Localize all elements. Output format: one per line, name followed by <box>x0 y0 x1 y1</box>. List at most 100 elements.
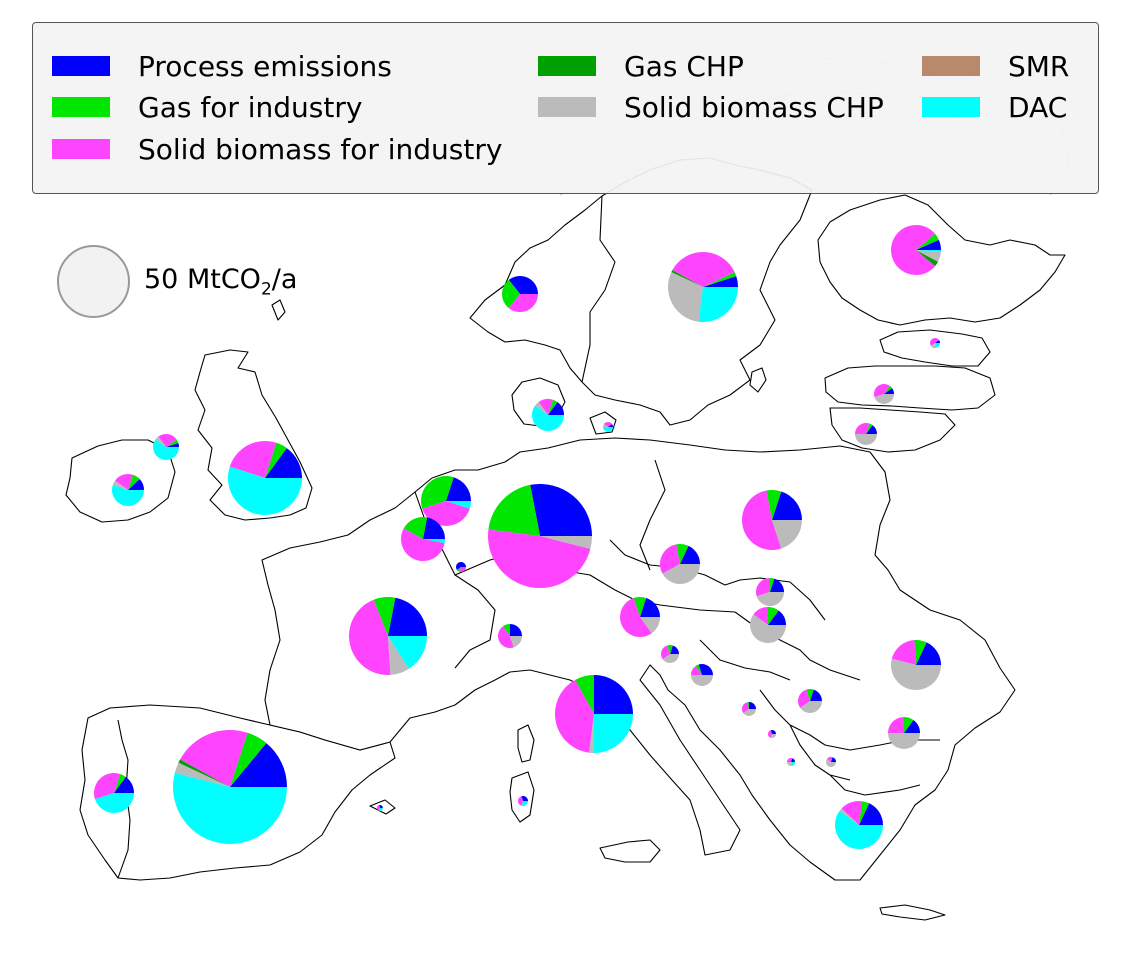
pie-estonia <box>929 337 940 349</box>
legend-swatch <box>52 139 110 159</box>
pie-slice-gas-for-industry <box>373 596 396 636</box>
pie-slice-dac <box>446 501 471 509</box>
legend-label: Process emissions <box>138 49 392 83</box>
pie-slice-process-emissions <box>548 402 564 415</box>
pie-slice-solid-biomass-for-industry <box>661 645 670 660</box>
size-reference: 50 MtCO2/a <box>57 245 297 318</box>
pie-slice-process-emissions <box>114 776 134 793</box>
pie-slice-process-emissions <box>770 578 784 592</box>
pie-croatia <box>691 664 713 686</box>
pie-slice-solid-biomass-for-industry <box>841 801 863 825</box>
pie-slice-solid-biomass-chp <box>112 480 128 490</box>
pie-montenegro <box>768 730 776 738</box>
pie-lithuania <box>855 423 877 445</box>
pie-slice-solid-biomass-for-industry <box>459 567 466 572</box>
pie-slice-gas-for-industry <box>768 607 779 625</box>
pie-slice-dac <box>521 801 528 807</box>
pie-slice-solid-biomass-for-industry <box>798 689 810 709</box>
pie-slice-solid-biomass-for-industry <box>498 626 514 648</box>
pie-slice-process-emissions <box>768 610 786 625</box>
pie-slice-solid-biomass-chp <box>510 636 522 648</box>
pie-slice-gas-for-industry <box>770 578 775 592</box>
pie-slice-solid-biomass-chp <box>756 592 784 607</box>
legend-swatch <box>52 56 110 76</box>
pie-slice-gas-for-industry <box>904 717 914 733</box>
pie-slice-gas-for-industry <box>230 732 267 787</box>
pie-slice-gas-for-industry <box>128 474 140 490</box>
pie-slice-process-emissions <box>698 664 713 675</box>
pie-ireland <box>111 474 144 506</box>
pie-slice-solid-biomass-chp <box>916 250 941 262</box>
pie-slice-gas-for-industry <box>667 645 673 654</box>
pie-slice-process-emissions <box>379 805 383 808</box>
pie-slice-process-emissions <box>594 675 633 714</box>
pie-norway <box>502 276 538 312</box>
pie-slice-dac <box>388 636 427 669</box>
pie-slice-dac <box>594 714 633 753</box>
pie-slice-solid-biomass-chp <box>540 536 592 549</box>
pie-slice-solid-biomass-for-industry <box>826 756 833 762</box>
pie-slice-dac <box>916 250 941 252</box>
legend-swatch <box>52 97 110 117</box>
pie-slice-process-emissions <box>265 448 302 478</box>
pie-slice-solid-biomass-for-industry <box>660 544 680 574</box>
pie-slice-process-emissions <box>230 743 287 787</box>
pie-slice-gas-for-industry <box>502 624 510 636</box>
pie-serbia <box>798 689 822 713</box>
legend-swatch <box>922 56 980 76</box>
pie-slice-process-emissions <box>904 720 920 733</box>
pie-slice-process-emissions <box>446 477 471 501</box>
pie-slice-gas-for-industry <box>746 702 749 709</box>
size-reference-label: 50 MtCO2/a <box>144 263 298 300</box>
corsica <box>517 724 535 763</box>
pie-slice-solid-biomass-chp <box>770 734 776 738</box>
pie-slice-gas-for-industry <box>676 544 689 564</box>
pie-slice-dac <box>111 485 144 506</box>
pie-slice-dac <box>835 810 883 849</box>
emission-pies <box>93 225 941 849</box>
legend-item-dac: DAC <box>922 90 1067 124</box>
pie-slice-solid-biomass-chp <box>888 733 920 749</box>
pie-slice-process-emissions <box>884 388 894 394</box>
pie-slice-solid-biomass-for-industry <box>787 758 793 762</box>
pie-slice-solid-biomass-for-industry <box>229 441 277 478</box>
pie-sweden <box>667 252 738 322</box>
pie-ireland-north <box>153 434 179 461</box>
pie-slice-gas-for-industry <box>548 399 558 415</box>
legend-label: DAC <box>1008 90 1068 124</box>
pie-slice-solid-biomass-for-industry <box>672 252 735 287</box>
pie-slice-solid-biomass-for-industry <box>891 225 936 275</box>
pie-slice-process-emissions <box>608 424 613 427</box>
pie-greece <box>835 801 883 849</box>
pie-portugal <box>93 772 134 814</box>
pie-denmark-east <box>603 421 613 432</box>
pie-slice-gas-for-industry <box>703 272 737 287</box>
pie-slice-dac <box>153 439 179 461</box>
pie-slice-solid-biomass-for-industry <box>555 679 594 753</box>
legend-label: SMR <box>1008 49 1070 83</box>
pie-austria <box>619 597 660 637</box>
pie-hungary <box>750 607 786 643</box>
pie-slice-process-emissions <box>703 276 738 287</box>
pie-latvia <box>874 384 894 405</box>
legend-item-gas-for-industry: Gas for industry <box>52 90 362 124</box>
finland <box>817 194 1066 326</box>
pie-slice-solid-biomass-for-industry <box>742 702 749 714</box>
country-borders <box>65 157 1066 921</box>
pie-slice-gas-for-industry <box>633 597 647 617</box>
pie-slice-process-emissions <box>791 758 795 762</box>
pie-slice-solid-biomass-chp <box>800 701 822 713</box>
pie-slice-solid-biomass-for-industry <box>115 474 133 490</box>
pie-slice-solid-biomass-chp <box>155 436 166 447</box>
pie-slice-solid-biomass-chp <box>662 564 700 584</box>
pie-slice-process-emissions <box>510 624 522 636</box>
pie-slice-solid-biomass-chp <box>855 434 877 445</box>
pie-slovenia <box>661 645 679 663</box>
pie-finland <box>891 225 941 275</box>
pie-slice-gas-for-industry <box>265 442 287 478</box>
gotland <box>749 367 767 393</box>
pie-slice-process-emissions <box>916 642 941 665</box>
pie-slice-solid-biomass-chp <box>667 272 703 322</box>
pie-luxembourg <box>456 562 466 572</box>
pie-macedonia <box>826 756 836 767</box>
